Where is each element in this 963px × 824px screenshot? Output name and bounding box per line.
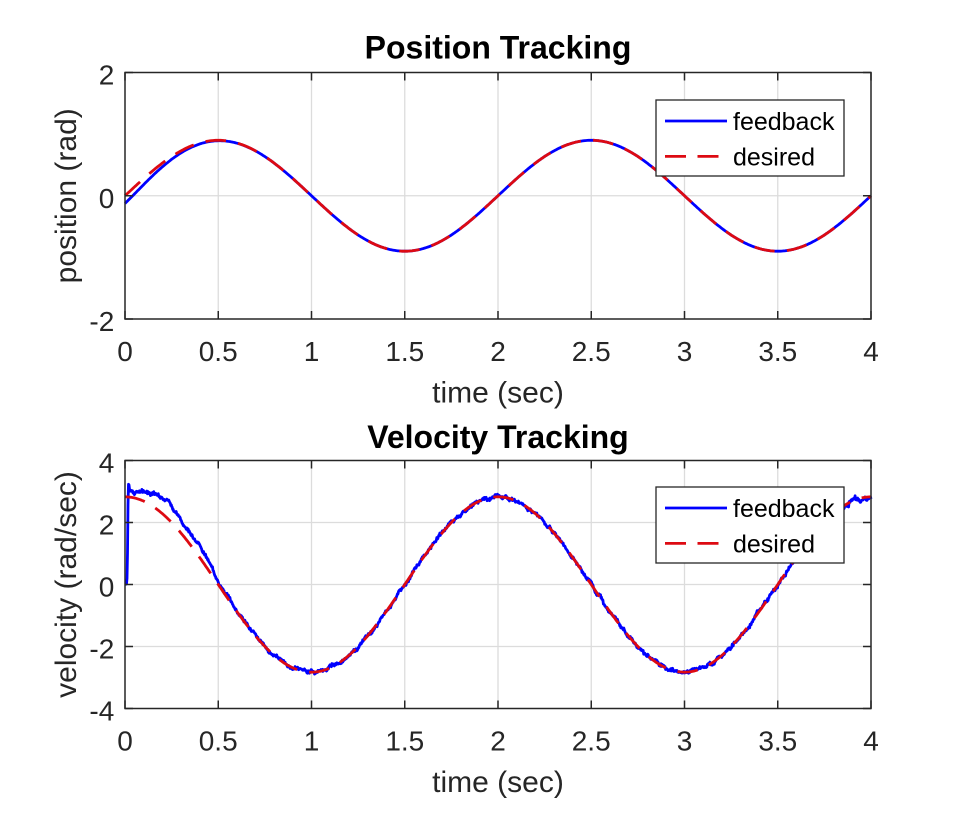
svg-text:4: 4 bbox=[863, 725, 879, 756]
svg-text:3.5: 3.5 bbox=[758, 725, 797, 756]
svg-text:0: 0 bbox=[99, 572, 115, 603]
svg-text:2: 2 bbox=[490, 725, 506, 756]
svg-text:-2: -2 bbox=[89, 306, 114, 337]
svg-text:0: 0 bbox=[117, 725, 133, 756]
svg-text:1.5: 1.5 bbox=[385, 336, 424, 367]
svg-text:0: 0 bbox=[117, 336, 133, 367]
svg-text:1: 1 bbox=[304, 336, 320, 367]
svg-text:3: 3 bbox=[677, 336, 693, 367]
svg-text:2: 2 bbox=[99, 60, 115, 91]
svg-text:desired: desired bbox=[733, 143, 815, 171]
svg-text:2: 2 bbox=[99, 510, 115, 541]
svg-text:-4: -4 bbox=[89, 696, 114, 727]
svg-text:0.5: 0.5 bbox=[199, 336, 238, 367]
svg-text:0: 0 bbox=[99, 183, 115, 214]
svg-text:3.5: 3.5 bbox=[758, 336, 797, 367]
svg-text:velocity (rad/sec): velocity (rad/sec) bbox=[50, 471, 83, 698]
svg-text:feedback: feedback bbox=[733, 495, 835, 523]
svg-text:2.5: 2.5 bbox=[572, 336, 611, 367]
svg-text:2.5: 2.5 bbox=[572, 725, 611, 756]
svg-text:4: 4 bbox=[99, 448, 115, 479]
svg-text:Velocity Tracking: Velocity Tracking bbox=[367, 419, 628, 455]
svg-text:1.5: 1.5 bbox=[385, 725, 424, 756]
svg-text:4: 4 bbox=[863, 336, 879, 367]
svg-text:feedback: feedback bbox=[733, 108, 835, 136]
svg-text:time (sec): time (sec) bbox=[432, 376, 564, 409]
svg-text:time (sec): time (sec) bbox=[432, 766, 564, 799]
svg-text:0.5: 0.5 bbox=[199, 725, 238, 756]
svg-text:desired: desired bbox=[733, 530, 815, 558]
svg-text:3: 3 bbox=[677, 725, 693, 756]
svg-text:position (rad): position (rad) bbox=[50, 108, 83, 283]
svg-text:-2: -2 bbox=[89, 634, 114, 665]
svg-text:2: 2 bbox=[490, 336, 506, 367]
svg-text:1: 1 bbox=[304, 725, 320, 756]
svg-text:Position Tracking: Position Tracking bbox=[365, 30, 632, 66]
